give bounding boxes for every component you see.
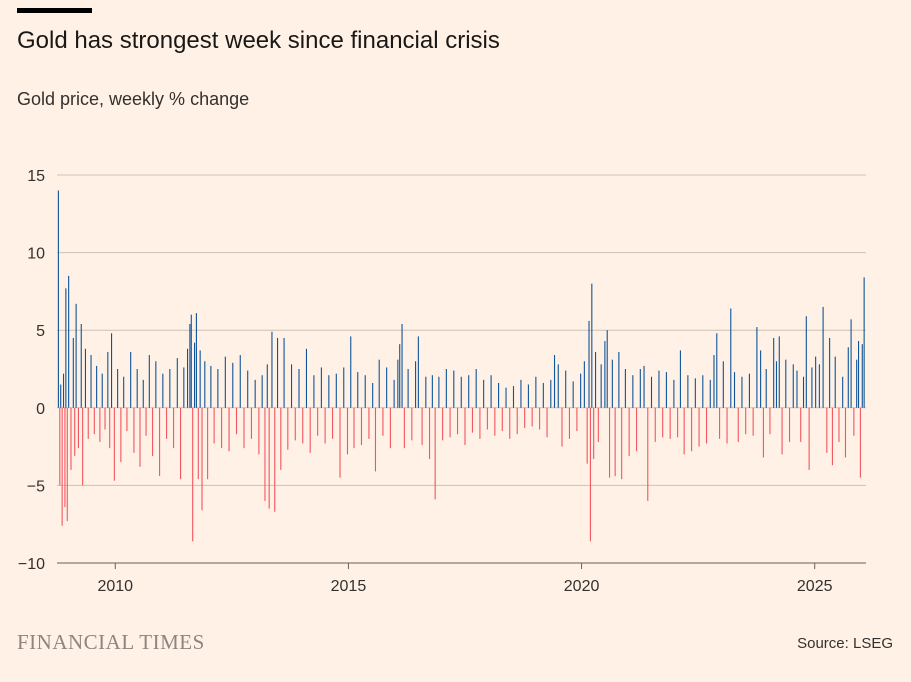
y-tick-label: 0 <box>36 401 45 418</box>
y-tick-label: 15 <box>27 168 45 185</box>
chart-plot: 15 10 5 0 −5 −10 2010 2015 2020 2025 <box>18 168 866 595</box>
ft-logo: FINANCIAL TIMES <box>17 630 205 654</box>
chart-subtitle: Gold price, weekly % change <box>17 89 250 109</box>
chart-title: Gold has strongest week since financial … <box>17 27 500 54</box>
y-tick-label: −10 <box>18 556 45 573</box>
x-tick-label: 2020 <box>564 578 600 595</box>
x-tick-label: 2025 <box>797 578 833 595</box>
brand-bar <box>17 8 92 13</box>
y-tick-label: −5 <box>27 478 45 495</box>
x-tick-label: 2010 <box>97 578 133 595</box>
source-note: Source: LSEG <box>797 635 893 652</box>
x-tick-label: 2015 <box>331 578 367 595</box>
y-tick-label: 5 <box>36 323 45 340</box>
y-tick-label: 10 <box>27 246 45 263</box>
